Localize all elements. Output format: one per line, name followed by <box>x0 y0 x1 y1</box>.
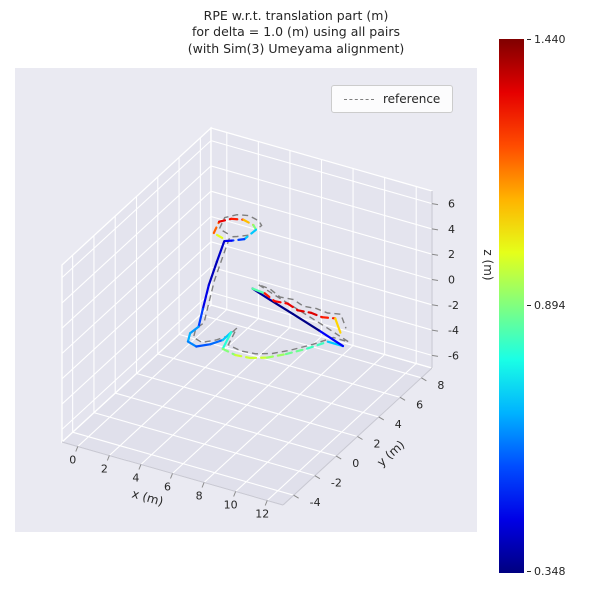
svg-text:2: 2 <box>374 438 381 451</box>
svg-text:4: 4 <box>448 223 455 236</box>
svg-text:0: 0 <box>69 454 76 467</box>
colorbar-tickmark <box>527 38 531 41</box>
chart-title: RPE w.r.t. translation part (m) for delt… <box>0 8 592 57</box>
colorbar-tick-label: 0.894 <box>534 299 566 312</box>
colorbar-tick-min: 0.348 <box>527 565 566 578</box>
chart-title-line-2: for delta = 1.0 (m) using all pairs <box>191 24 401 40</box>
svg-text:10: 10 <box>224 499 238 512</box>
svg-text:-4: -4 <box>310 496 321 509</box>
svg-text:4: 4 <box>132 472 139 485</box>
svg-text:12: 12 <box>255 508 269 521</box>
svg-text:0: 0 <box>448 274 455 287</box>
svg-text:6: 6 <box>164 481 171 494</box>
colorbar-tick-mid: 0.894 <box>527 299 566 312</box>
colorbar-tick-label: 1.440 <box>534 33 566 46</box>
svg-text:6: 6 <box>416 398 423 411</box>
svg-text:2: 2 <box>448 248 455 261</box>
svg-text:8: 8 <box>437 379 444 392</box>
legend: reference <box>331 85 454 113</box>
svg-text:-6: -6 <box>448 349 459 362</box>
svg-text:8: 8 <box>196 490 203 503</box>
svg-text:-2: -2 <box>448 299 459 312</box>
legend-label-reference: reference <box>383 92 441 106</box>
svg-text:6: 6 <box>448 198 455 211</box>
colorbar <box>499 39 524 573</box>
dashed-line-sample-icon <box>344 98 374 100</box>
colorbar-tick-label: 0.348 <box>534 565 566 578</box>
svg-text:0: 0 <box>352 457 359 470</box>
chart-title-line-3: (with Sim(3) Umeyama alignment) <box>187 40 405 56</box>
svg-text:-2: -2 <box>331 477 342 490</box>
svg-text:2: 2 <box>101 463 108 476</box>
svg-text:-4: -4 <box>448 324 459 337</box>
colorbar-tickmark <box>527 570 531 573</box>
chart-title-line-1: RPE w.r.t. translation part (m) <box>203 8 389 23</box>
colorbar-tickmark <box>527 304 531 307</box>
colorbar-tick-max: 1.440 <box>527 33 566 46</box>
svg-text:4: 4 <box>395 418 402 431</box>
z-axis-label: z (m) <box>481 249 495 281</box>
